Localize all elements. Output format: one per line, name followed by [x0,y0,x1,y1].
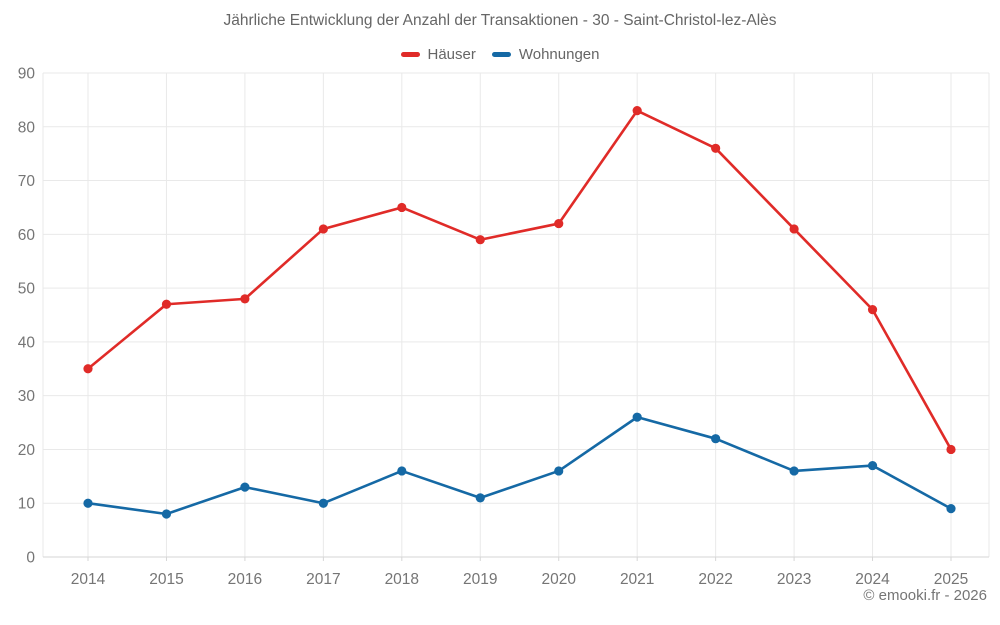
svg-text:90: 90 [18,66,36,83]
svg-text:2022: 2022 [698,571,732,588]
data-point [632,412,642,422]
svg-text:2021: 2021 [620,571,654,588]
data-point [711,434,721,444]
y-axis-labels: 0 10 20 30 40 50 60 70 80 90 [18,66,36,567]
svg-text:2015: 2015 [149,571,183,588]
svg-text:2025: 2025 [934,571,968,588]
data-point [240,294,250,304]
data-point [161,299,172,309]
svg-text:60: 60 [18,227,36,244]
svg-text:2018: 2018 [385,571,419,588]
legend-label-wohnungen: Wohnungen [518,46,600,63]
data-point [554,466,564,476]
x-axis [43,556,989,561]
svg-text:2023: 2023 [777,571,811,588]
legend-item-hauser[interactable]: Häuser [400,46,476,63]
svg-text:2016: 2016 [228,571,262,588]
data-point [161,509,172,519]
svg-text:2020: 2020 [541,571,576,588]
footer-credit: © emooki.fr - 2026 [863,587,987,604]
data-point [867,305,878,315]
data-point [554,218,564,229]
svg-text:2014: 2014 [71,571,106,588]
data-point [946,504,956,514]
data-point [83,364,93,374]
series-hauser [83,106,956,455]
data-point [318,224,328,234]
x-axis-labels: 2014 2015 2016 2017 2018 2019 2020 2021 2022 2023… [71,571,968,588]
svg-text:70: 70 [18,173,36,190]
data-point [711,143,721,153]
svg-text:0: 0 [26,550,35,567]
chart-title: Jährliche Entwicklung der Anzahl der Tra… [223,12,777,29]
legend-swatch-wohnungen-icon [491,52,511,57]
chart-legend: Häuser Wohnungen [0,46,1000,63]
svg-text:50: 50 [18,281,36,298]
data-point [83,498,93,508]
svg-text:2024: 2024 [855,571,890,588]
data-point [475,493,485,503]
series-wohnungen [83,412,956,519]
data-point [318,498,328,508]
data-point [240,482,250,492]
gridlines [42,72,990,557]
svg-text:10: 10 [18,496,36,513]
svg-text:20: 20 [18,442,36,459]
data-point [867,460,878,471]
data-point [397,202,407,213]
svg-text:40: 40 [18,334,36,351]
svg-text:80: 80 [18,119,36,136]
data-point [789,224,799,234]
data-point [632,106,642,116]
legend-item-wohnungen[interactable]: Wohnungen [491,46,600,63]
svg-text:2019: 2019 [463,571,497,588]
data-point [475,235,485,245]
data-point [397,466,407,476]
svg-text:2017: 2017 [306,571,340,588]
data-point [946,444,956,455]
svg-text:30: 30 [18,388,36,405]
data-point [789,466,799,476]
legend-label-hauser: Häuser [427,46,476,63]
legend-swatch-hauser-icon [400,52,420,57]
